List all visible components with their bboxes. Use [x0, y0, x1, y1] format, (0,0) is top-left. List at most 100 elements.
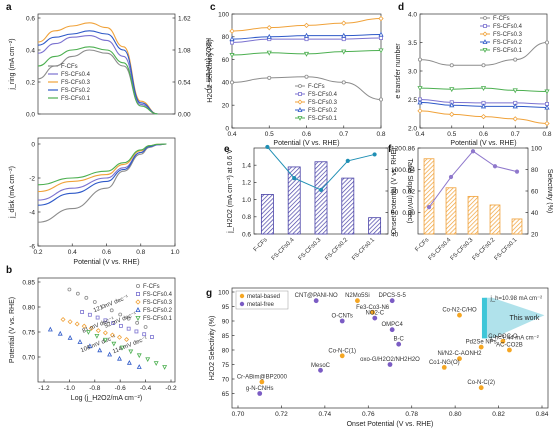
panel-d-x-ticklabel: 0.7	[511, 131, 520, 138]
panel-e-y-ticklabel: 0.8	[242, 214, 251, 221]
panel-a-bottom-series-1	[37, 143, 167, 201]
panel-a-top-y-ticklabel: 0.4	[26, 47, 35, 54]
panel-g-point-label: B-C	[394, 337, 405, 343]
panel-b-point	[117, 355, 122, 361]
panel-b-point	[77, 339, 83, 344]
panel-b-point	[94, 333, 100, 339]
panel-c-point	[229, 28, 235, 34]
panel-b-legend-marker	[135, 307, 141, 313]
panel-b-legend-marker	[135, 291, 140, 296]
panel-b-point	[107, 351, 113, 357]
panel-c-point	[304, 37, 309, 42]
panel-e-line-point	[292, 176, 297, 181]
panel-g-point-label: Cr-ABim@BP2000	[237, 374, 288, 380]
panel-c-y-ticklabel: 40	[222, 80, 230, 87]
panel-b-legend-label: FS-CFs0.2	[143, 308, 173, 314]
panel-g-x-ticklabel: 0.76	[362, 411, 375, 418]
panel-b-point	[87, 343, 93, 349]
panel-b-point	[95, 315, 100, 320]
panel-label-d: d	[398, 2, 404, 13]
panel-b-x-ticklabel: -1.2	[38, 385, 50, 392]
panel-b-point	[118, 312, 123, 317]
panel-b-point	[109, 308, 114, 313]
panel-g-point	[339, 318, 345, 324]
panel-b-point	[116, 334, 123, 340]
panel-b-point	[81, 323, 87, 329]
panel-f-y2-ticklabel: 60	[531, 188, 539, 195]
panel-c-legend-label: FS-CFs0.4	[308, 92, 338, 98]
panel-c-y-ticklabel: 20	[222, 103, 230, 110]
panel-f-line-point	[426, 205, 432, 210]
panel-f-bar	[467, 195, 479, 235]
panel-g-y-ticklabel: 95	[222, 304, 230, 311]
panel-e-y2-ticklabel: 40	[391, 231, 399, 238]
panel-d-legend-marker	[483, 16, 487, 20]
panel-g-legend-label: metal-based	[247, 294, 280, 300]
panel-b-frame	[37, 277, 176, 383]
panel-f-ylabel: Onset Potential (V vs. RHE)	[391, 148, 398, 235]
panel-b-point	[102, 337, 108, 343]
this-work-label: This work	[509, 315, 539, 322]
panel-f-y2label: Selectivity (%)	[546, 169, 553, 213]
panel-c-point	[341, 32, 347, 38]
panel-a-bottom-series-4	[37, 143, 167, 186]
panel-c-legend-label: F-CFs	[308, 84, 325, 90]
panel-g-point-label: MesoC	[311, 363, 331, 369]
panel-e-category: FS-CFs0.1	[351, 237, 376, 262]
panel-a-top-y-ticklabel: 0.2	[26, 79, 35, 86]
panel-c-point	[267, 75, 272, 80]
panel-b-point	[162, 365, 168, 370]
panel-d-point	[417, 99, 423, 105]
panel-a-bottom-ylabel: j_disk (mA cm⁻²)	[9, 166, 16, 219]
panel-f-bar	[489, 204, 501, 235]
panel-a-legend-label: FS-CFs0.2	[61, 88, 91, 94]
panel-a-legend-label: FS-CFs0.4	[61, 72, 91, 78]
this-work-bar	[481, 297, 487, 339]
panel-d-y-ticklabel: 4.0	[408, 11, 417, 18]
panel-c-point	[378, 35, 383, 40]
panel-g-x-ticklabel: 0.72	[275, 411, 288, 418]
panel-b-point	[119, 345, 125, 351]
panel-a-top-series-4	[37, 46, 158, 115]
panel-e-y2-ticklabel: 80	[391, 188, 399, 195]
panel-c-x-ticklabel: 0.7	[339, 131, 348, 138]
panel-c-point	[229, 53, 235, 58]
panel-g-point	[478, 344, 484, 350]
panel-c-point	[378, 15, 384, 22]
panel-a-x-ticklabel: 0.6	[102, 249, 111, 256]
panel-b-point	[103, 318, 108, 323]
panel-g-point	[318, 367, 323, 373]
panel-a-top-ylabel: j_ring (mA cm⁻²)	[9, 38, 16, 90]
panel-d-point	[449, 63, 454, 68]
panel-g-point	[257, 391, 263, 396]
panel-b-x-ticklabel: -0.6	[115, 385, 127, 392]
panel-g-point-label: Co-POC-O	[488, 334, 518, 340]
panel-c-point	[341, 20, 347, 26]
panel-a-top-y-ticklabel: 0.6	[26, 15, 35, 22]
panel-c-point	[378, 31, 384, 37]
panel-f-category: F-CFs	[414, 237, 430, 253]
panel-e-line-point	[345, 158, 350, 163]
panel-d-legend-marker	[482, 39, 488, 44]
panel-g-legend-marker	[239, 293, 245, 299]
panel-g-frame	[231, 287, 549, 409]
panel-g-x-ticklabel: 0.78	[405, 411, 418, 418]
panel-e-bar	[368, 217, 382, 235]
panel-c-point	[303, 51, 310, 57]
panel-d-legend-label: FS-CFs0.4	[493, 24, 523, 30]
panel-b-legend-label: FS-CFs0.3	[143, 300, 173, 306]
panel-e-y-ticklabel: 1.0	[242, 197, 251, 204]
panel-a-bottom-series-0	[37, 143, 167, 223]
panel-a-bottom-series-2	[37, 143, 167, 193]
panel-b-legend-label: FS-CFs0.1	[143, 316, 173, 322]
panel-c-point	[266, 50, 272, 56]
panel-d-legend-label: F-CFs	[493, 16, 510, 22]
panel-b-point	[134, 329, 139, 334]
panel-g-ylabel: H2O2 Selectivity (%)	[209, 316, 216, 381]
panel-g-y-ticklabel: 75	[222, 362, 230, 369]
panel-f-y-ticklabel: 0.84	[402, 167, 415, 174]
panel-c-point	[266, 33, 272, 39]
panel-g-x-ticklabel: 0.80	[449, 411, 462, 418]
panel-c-point	[229, 40, 234, 45]
